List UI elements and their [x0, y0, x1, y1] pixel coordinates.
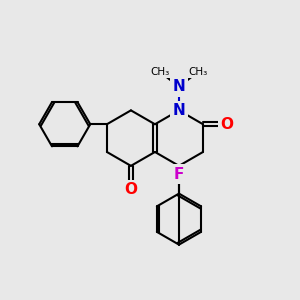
Text: CH₃: CH₃ [189, 67, 208, 76]
Text: O: O [124, 182, 137, 197]
Text: F: F [174, 167, 184, 182]
Text: O: O [220, 117, 233, 132]
Text: N: N [172, 103, 185, 118]
Text: N: N [172, 79, 185, 94]
Text: CH₃: CH₃ [150, 67, 169, 76]
